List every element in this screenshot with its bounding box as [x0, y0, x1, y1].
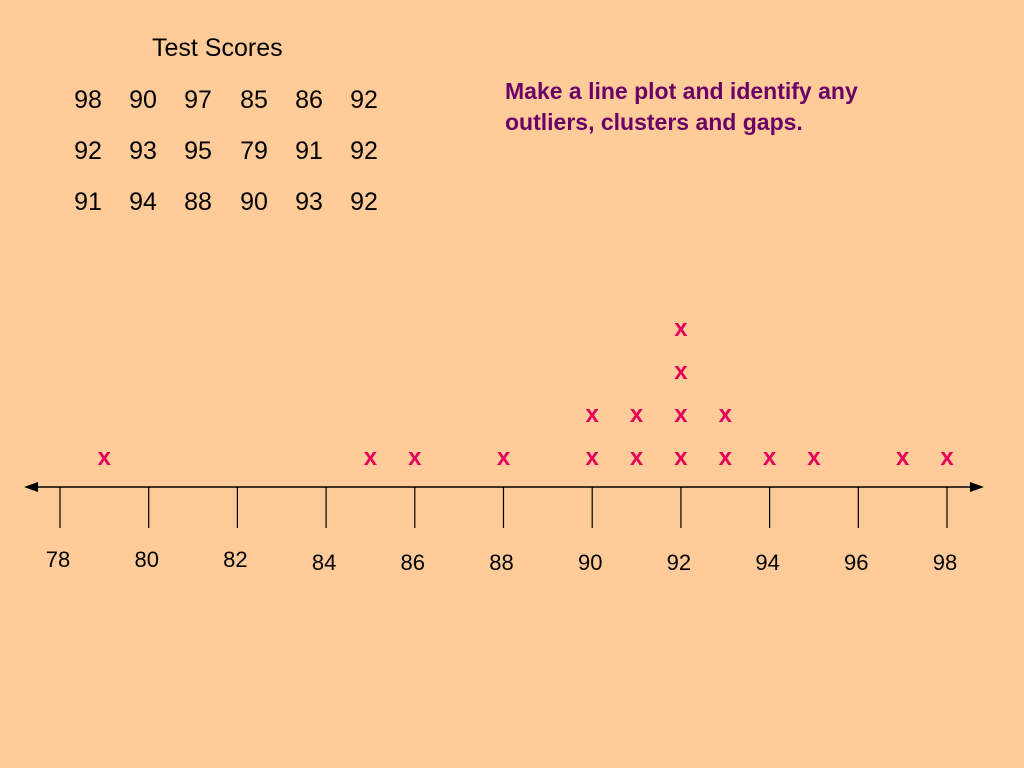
data-point-x: x — [719, 401, 733, 428]
data-point-x: x — [630, 401, 644, 428]
score-cell: 91 — [74, 188, 102, 216]
right-arrow-icon — [970, 482, 984, 492]
data-point-x: x — [98, 444, 112, 471]
score-cell: 92 — [350, 86, 378, 114]
score-cell: 92 — [350, 137, 378, 165]
tick-label: 82 — [223, 547, 247, 572]
data-point-x: x — [674, 444, 688, 471]
score-cell: 92 — [350, 188, 378, 216]
score-cell: 93 — [129, 137, 157, 165]
data-point-x: x — [674, 401, 688, 428]
score-cell: 90 — [129, 86, 157, 114]
score-cell: 95 — [184, 137, 212, 165]
data-point-x: x — [586, 401, 600, 428]
score-cell: 91 — [295, 137, 323, 165]
score-cell: 88 — [184, 188, 212, 216]
data-point-x: x — [408, 444, 422, 471]
data-point-x: x — [763, 444, 777, 471]
score-cell: 94 — [129, 188, 157, 216]
tick-label: 98 — [933, 550, 957, 575]
tick-label: 80 — [134, 547, 158, 572]
data-point-x: x — [630, 444, 644, 471]
score-cell: 90 — [240, 188, 268, 216]
data-point-x: x — [807, 444, 821, 471]
tick-label: 90 — [578, 550, 602, 575]
data-point-x: x — [497, 444, 511, 471]
instruction-text: Make a line plot and identify any outlie… — [505, 78, 858, 135]
data-point-x: x — [674, 315, 688, 342]
score-cell: 86 — [295, 86, 323, 114]
left-arrow-icon — [24, 482, 38, 492]
tick-label: 96 — [844, 550, 868, 575]
tick-label: 86 — [401, 550, 425, 575]
data-point-x: x — [940, 444, 954, 471]
data-point-x: x — [719, 444, 733, 471]
tick-label: 92 — [667, 550, 691, 575]
score-cell: 98 — [74, 86, 102, 114]
score-cell: 92 — [74, 137, 102, 165]
data-point-x: x — [586, 444, 600, 471]
tick-label: 88 — [489, 550, 513, 575]
data-point-x: x — [674, 358, 688, 385]
data-point-x: x — [896, 444, 910, 471]
tick-label: 94 — [755, 550, 779, 575]
tick-label: 78 — [46, 547, 70, 572]
score-cell: 85 — [240, 86, 268, 114]
table-title: Test Scores — [152, 34, 283, 62]
score-cell: 79 — [240, 137, 268, 165]
data-point-x: x — [364, 444, 378, 471]
tick-label: 84 — [312, 550, 336, 575]
score-cell: 97 — [184, 86, 212, 114]
score-cell: 93 — [295, 188, 323, 216]
